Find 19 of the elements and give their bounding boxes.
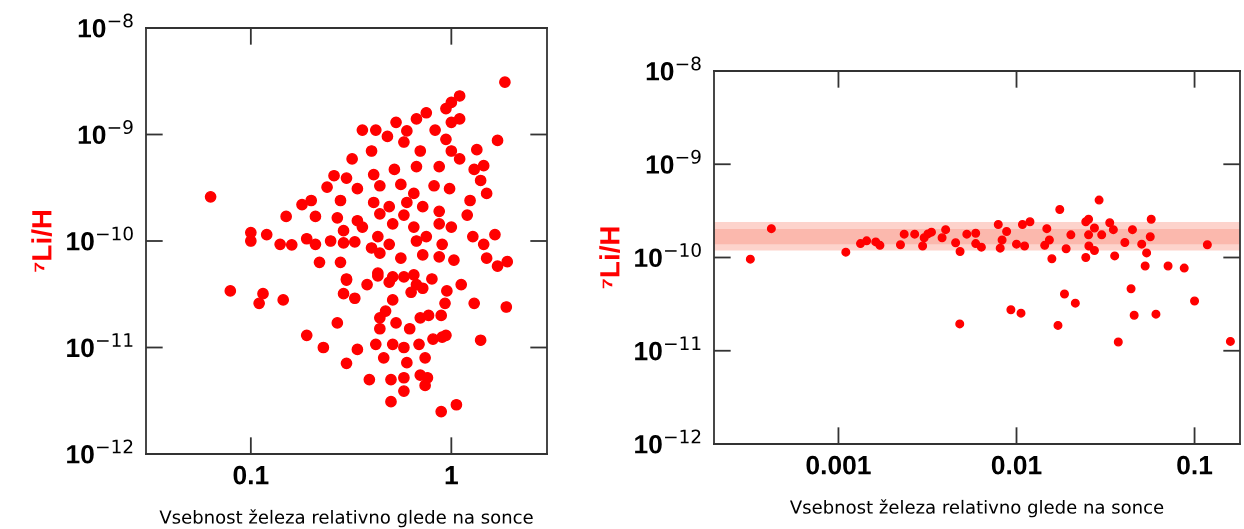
y-tick-label: 10$^{−8}$ bbox=[78, 13, 133, 38]
x-tick-label: 0.1 bbox=[233, 465, 269, 485]
y-tick-label: 10$^{−10}$ bbox=[67, 226, 133, 251]
x-axis-title: Vsebnost železa relativno glede na sonce bbox=[159, 509, 533, 528]
y-tick-label: 10$^{−8}$ bbox=[646, 56, 701, 81]
y-tick-label: 10$^{−12}$ bbox=[635, 429, 701, 454]
y-tick-label: 10$^{−11}$ bbox=[67, 333, 133, 358]
y-axis-title: ⁷Li/H bbox=[31, 210, 52, 272]
x-tick-label: 0.01 bbox=[991, 455, 1042, 475]
y-tick-label: 10$^{−10}$ bbox=[635, 243, 701, 268]
x-tick-label: 1 bbox=[445, 466, 458, 485]
x-axis-title: Vsebnost železa relativno glede na sonce bbox=[789, 499, 1164, 518]
y-tick-label: 10$^{−9}$ bbox=[646, 149, 701, 174]
y-tick-label: 10$^{−11}$ bbox=[635, 336, 701, 361]
x-tick-label: 0.1 bbox=[1177, 455, 1213, 475]
y-tick-label: 10$^{−12}$ bbox=[67, 439, 133, 464]
y-axis-title: ⁷Li/H bbox=[599, 227, 620, 289]
y-tick-label: 10$^{−9}$ bbox=[78, 120, 133, 145]
x-tick-label: 0.001 bbox=[806, 455, 871, 475]
